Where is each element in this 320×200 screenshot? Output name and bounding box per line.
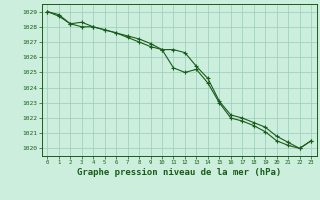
X-axis label: Graphe pression niveau de la mer (hPa): Graphe pression niveau de la mer (hPa) [77, 168, 281, 177]
